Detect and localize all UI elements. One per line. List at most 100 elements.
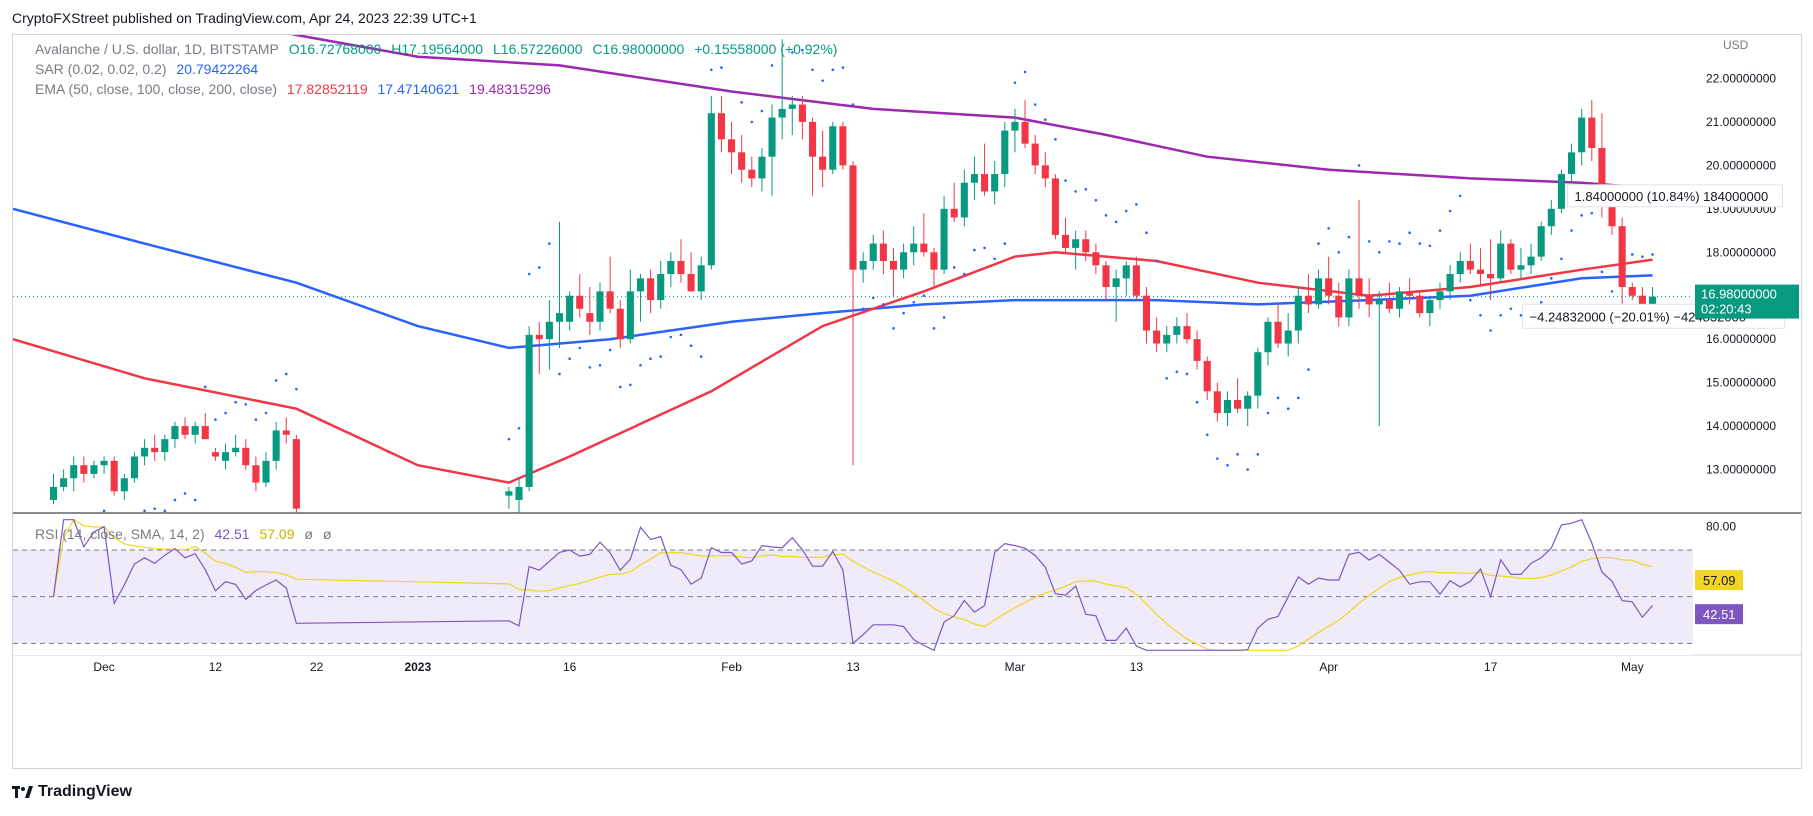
candle-body [687, 274, 695, 292]
sar-dot [720, 66, 723, 69]
sar-dot [234, 400, 237, 404]
chart-frame[interactable]: USD 13.00000000 14.00000000 15.00000000 16.0… [12, 34, 1802, 769]
rsi-sma-badge [1695, 570, 1743, 591]
sar-dot [1539, 300, 1543, 304]
rsi-na-2: ø [322, 526, 332, 542]
candle-body [596, 291, 604, 322]
candle-body [1031, 143, 1039, 166]
sar-dot [770, 64, 774, 67]
candle-body [1395, 291, 1404, 309]
sar-dot [1276, 396, 1280, 400]
candle-body [505, 491, 513, 496]
price-tick-label: 21.00000000 [1706, 115, 1776, 129]
candle-body [991, 174, 999, 192]
candle-body [191, 426, 199, 435]
sar-dot [1357, 164, 1361, 167]
sar-dot [1580, 214, 1583, 217]
candle-body [1618, 226, 1626, 288]
candlestick-chart[interactable]: USD 13.00000000 14.00000000 15.00000000 16.0… [13, 35, 1801, 768]
sar-dot [1438, 229, 1442, 232]
sar-dot [527, 272, 531, 276]
sar-dot [1003, 242, 1007, 245]
sar-dot [983, 246, 986, 250]
candle-body [950, 208, 958, 218]
candle-body [1274, 321, 1282, 344]
candle-body [90, 465, 98, 474]
candle-body [758, 156, 766, 179]
sar-dot [932, 327, 936, 330]
candle-body [808, 121, 817, 157]
candle-body [80, 465, 88, 474]
sar-dot [1307, 368, 1310, 371]
sar-label: SAR (0.02, 0.02, 0.2) [35, 61, 167, 77]
ema50-line [13, 251, 1653, 484]
close-value: C16.98000000 [592, 41, 685, 57]
change-value: +0.15558000 (+0.92%) [694, 41, 838, 57]
candle-body [1223, 400, 1231, 414]
sar-dot [1023, 70, 1027, 74]
sar-value: 20.79422264 [176, 61, 259, 77]
candle-body [1527, 256, 1535, 266]
sar-dot [203, 385, 207, 389]
candle-body [1051, 178, 1059, 235]
candle-body [930, 252, 938, 270]
measure-down-label: −4.24832000 (−20.01%) −424832000 [1530, 309, 1747, 324]
candle-body [70, 465, 78, 479]
candle-body [1132, 265, 1140, 296]
sar-dot [1377, 250, 1381, 254]
date-tick-label: Feb [721, 660, 742, 674]
ema-legend: EMA (50, close, 100, close, 200, close) … [35, 81, 557, 97]
sar-dot [882, 303, 885, 306]
sar-dot [1448, 209, 1452, 213]
price-axis-unit: USD [1723, 38, 1749, 52]
sar-dot [193, 498, 197, 502]
candle-body [1638, 295, 1646, 309]
sar-dot [588, 366, 592, 369]
candle-body [778, 108, 786, 118]
sar-dot [1327, 227, 1330, 230]
candle-body [1203, 360, 1211, 392]
sar-dot [689, 344, 693, 348]
sar-dot [902, 311, 905, 315]
candle-body [282, 430, 290, 435]
sar-dot [1428, 244, 1432, 248]
candle-body [586, 313, 594, 322]
candle-body [859, 260, 867, 270]
sar-dot [618, 385, 622, 389]
sar-dot [143, 509, 146, 513]
tradingview-logo-icon [12, 785, 33, 798]
sar-dot [1458, 194, 1462, 198]
sar-dot [1509, 307, 1513, 311]
candle-body [1537, 226, 1545, 257]
candle-body [272, 430, 280, 461]
sar-dot [183, 492, 187, 495]
sar-dot [1519, 313, 1523, 317]
sar-dot [1499, 313, 1503, 317]
candle-body [1578, 117, 1586, 153]
candle-body [100, 460, 108, 466]
candle-body [161, 439, 169, 453]
candle-body [1244, 395, 1252, 409]
candle-body [1284, 330, 1292, 344]
high-value: H17.19564000 [391, 41, 484, 57]
sar-dot [1408, 231, 1411, 235]
candle-body [788, 104, 796, 109]
sar-dot [1317, 242, 1320, 245]
candle-body [181, 426, 189, 435]
sar-dot [1367, 240, 1371, 243]
price-tick-label: 18.00000000 [1706, 245, 1776, 259]
sar-dot [1013, 81, 1017, 85]
sar-dot [790, 51, 794, 54]
sar-dot [1550, 277, 1553, 280]
price-tick-label: 15.00000000 [1706, 376, 1776, 390]
candle-body [616, 308, 624, 340]
candle-body [566, 295, 574, 322]
rsi-sma-value: 57.09 [259, 526, 295, 542]
sar-dot [1641, 255, 1644, 258]
candle-body [1122, 265, 1130, 279]
sar-dot [1560, 257, 1563, 261]
candle-body [900, 252, 908, 270]
sar-dot [1651, 253, 1654, 256]
candle-body [110, 460, 118, 492]
sar-dot [801, 48, 804, 52]
